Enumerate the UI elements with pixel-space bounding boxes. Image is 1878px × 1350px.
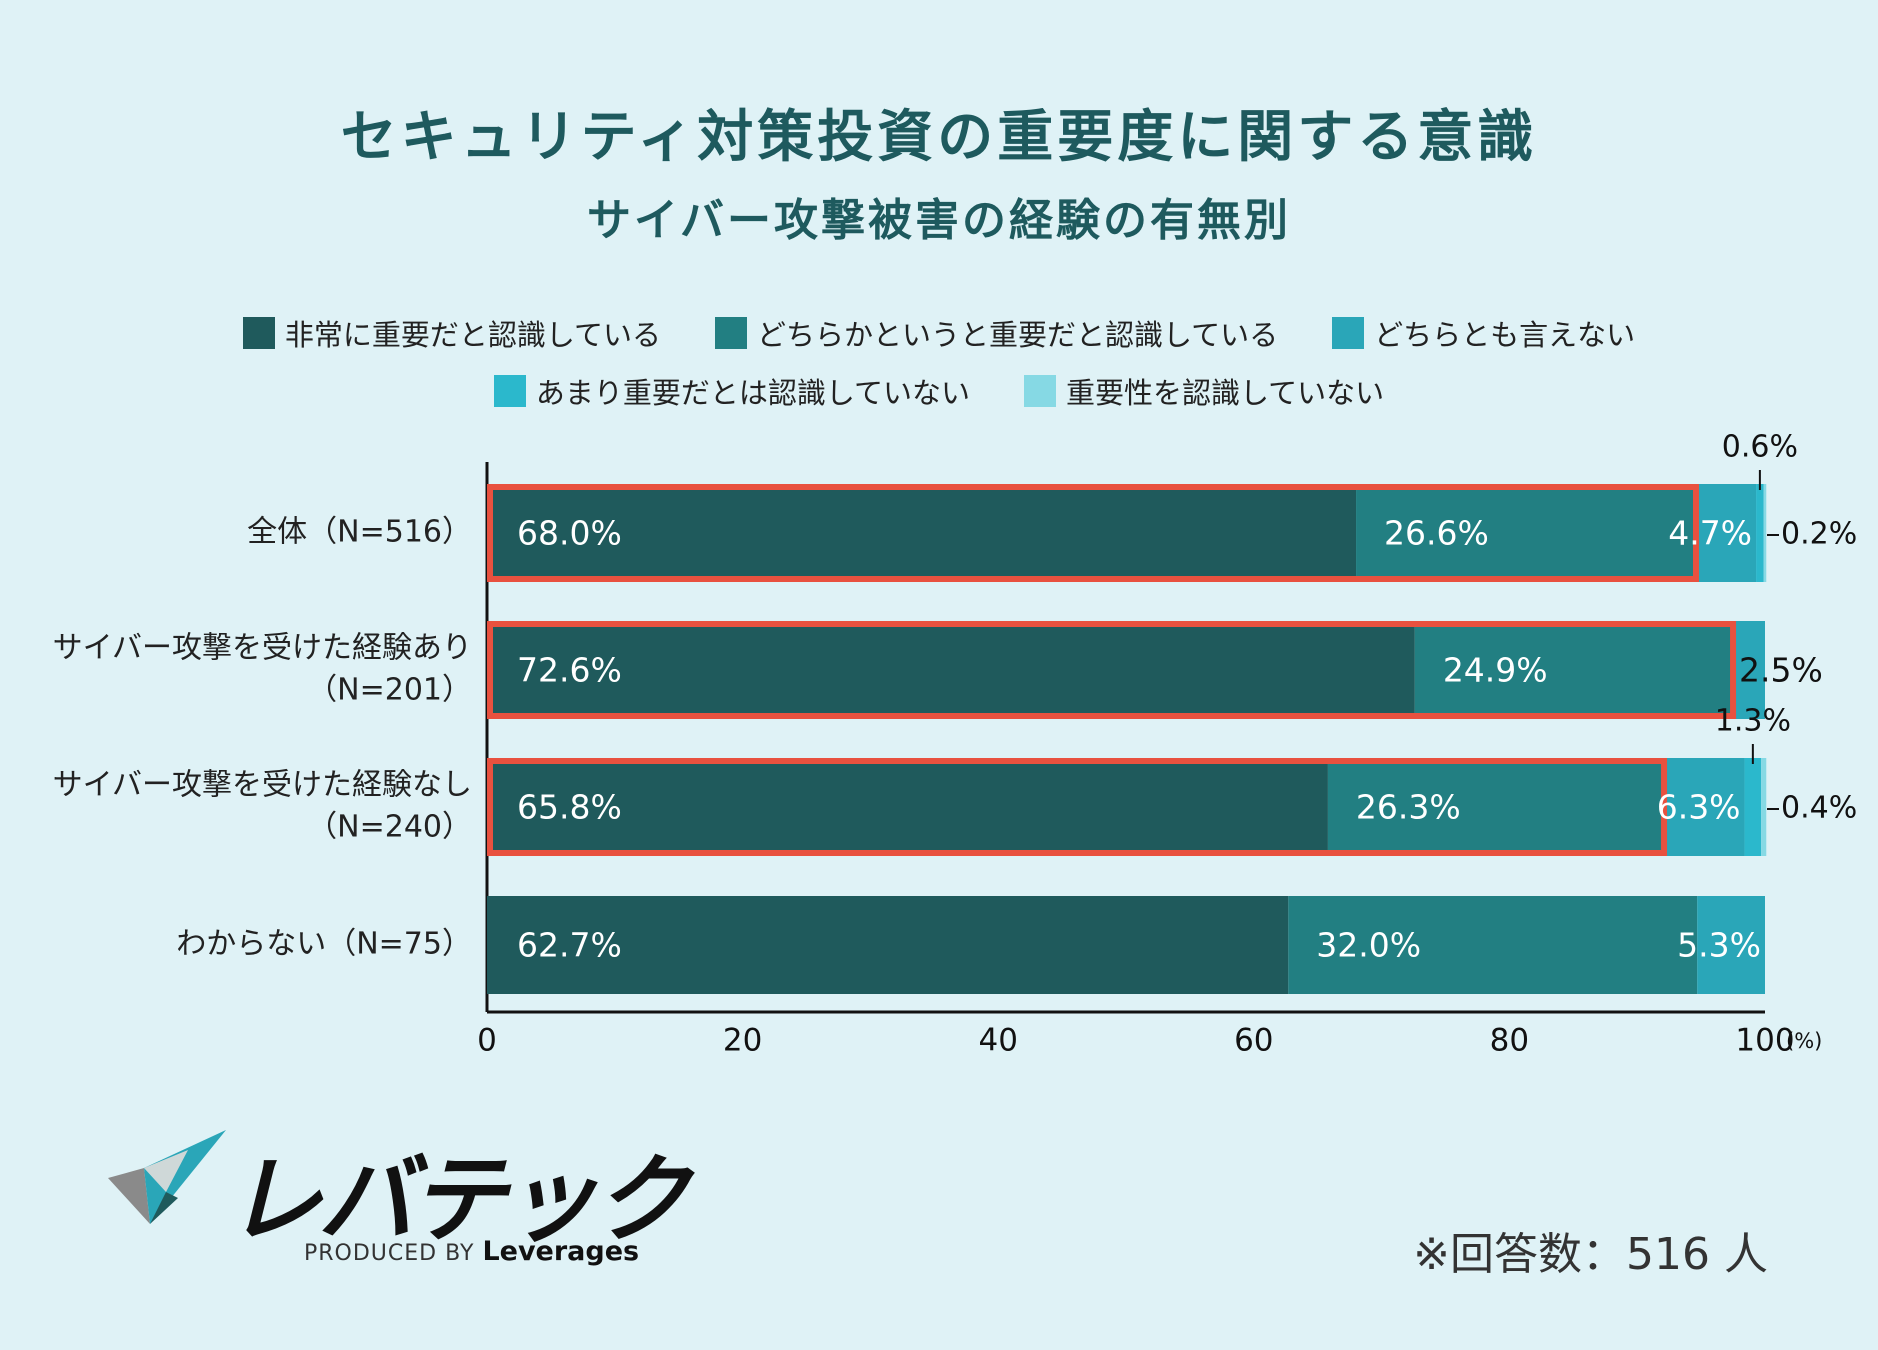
bar-segment — [1327, 758, 1665, 856]
x-tick-label: 40 — [978, 1023, 1017, 1059]
x-axis-unit: (%) — [1786, 1029, 1822, 1053]
legend-item: あまり重要だとは認識していない — [493, 370, 970, 412]
data-label: 62.7% — [517, 926, 622, 965]
data-label: 32.0% — [1316, 926, 1421, 965]
category-label: サイバー攻撃を受けた経験あり — [53, 631, 472, 666]
data-label: 1.3% — [1715, 704, 1791, 739]
data-label: 6.3% — [1657, 788, 1741, 827]
legend-row-1: 非常に重要だと認識している どちらかというと重要だと認識している どちらとも言え… — [0, 312, 1878, 354]
legend-label: どちらかというと重要だと認識している — [756, 318, 1279, 352]
company-logo: レバテック PRODUCED BY Leverages — [108, 1128, 690, 1268]
logo-wordmark: レバテック — [226, 1144, 690, 1256]
category-label: （N=201） — [307, 673, 472, 708]
company-name: Leverages — [482, 1236, 640, 1267]
data-label: 5.3% — [1677, 926, 1761, 965]
highlight-box — [487, 484, 1699, 582]
bar-segment — [487, 758, 1328, 856]
bar-segment — [487, 621, 1415, 719]
footnote: ※回答数：516 人 — [1413, 1229, 1768, 1280]
data-label: 26.6% — [1384, 514, 1489, 553]
data-label: 0.2% — [1781, 517, 1857, 552]
data-label: 26.3% — [1356, 788, 1461, 827]
category-label: 全体（N=516） — [247, 515, 472, 550]
x-tick-label: 80 — [1490, 1023, 1529, 1059]
bar-segment — [487, 896, 1289, 994]
bar-segment — [1761, 758, 1767, 856]
bar-segment — [1356, 484, 1696, 582]
legend-item: 非常に重要だと認識している — [242, 312, 661, 354]
category-label: （N=240） — [307, 810, 472, 845]
x-tick-label: 20 — [723, 1023, 762, 1059]
bar-segment — [1695, 484, 1757, 582]
legend-label: どちらとも言えない — [1374, 318, 1636, 352]
highlight-box — [487, 621, 1737, 719]
data-label: 65.8% — [517, 788, 622, 827]
bar-segment — [487, 484, 1357, 582]
bar-segment — [1288, 896, 1698, 994]
legend-swatch — [714, 317, 747, 349]
highlight-box — [487, 758, 1668, 856]
logo-tagline: PRODUCED BY Leverages — [304, 1236, 639, 1267]
legend-swatch — [242, 317, 275, 349]
produced-by-text: PRODUCED BY — [304, 1241, 475, 1266]
data-label: 2.5% — [1739, 651, 1823, 690]
x-tick-label: 100 — [1735, 1023, 1794, 1059]
bar-segment — [1744, 758, 1762, 856]
bar-segment — [1733, 621, 1765, 719]
legend-swatch — [493, 375, 526, 407]
bar-segment — [1697, 896, 1765, 994]
bar-segment — [1664, 758, 1745, 856]
legend-label: あまり重要だとは認識していない — [535, 376, 970, 410]
legend-label: 非常に重要だと認識している — [284, 318, 661, 352]
logo-mark-icon — [108, 1130, 226, 1224]
data-label: 0.6% — [1722, 430, 1798, 465]
data-label: 24.9% — [1443, 651, 1548, 690]
bar-segment — [1414, 621, 1734, 719]
category-label: サイバー攻撃を受けた経験なし — [53, 768, 472, 803]
legend-item: どちらとも言えない — [1332, 312, 1635, 354]
x-tick-label: 0 — [477, 1023, 497, 1059]
legend-row-2: あまり重要だとは認識していない 重要性を認識していない — [0, 370, 1878, 412]
chart-subtitle: サイバー攻撃被害の経験の有無別 — [586, 195, 1292, 246]
category-label: わからない（N=75） — [176, 927, 472, 962]
data-label: 68.0% — [517, 514, 622, 553]
chart-title: セキュリティ対策投資の重要度に関する意識 — [340, 105, 1538, 170]
legend-item: どちらかというと重要だと認識している — [714, 312, 1279, 354]
legend-label: 重要性を認識していない — [1066, 376, 1385, 410]
bar-segment — [1756, 484, 1764, 582]
data-label: 72.6% — [517, 651, 622, 690]
legend-item: 重要性を認識していない — [1024, 370, 1384, 412]
bar-segment — [1763, 484, 1767, 582]
legend-swatch — [1024, 375, 1056, 407]
data-label: 0.4% — [1781, 791, 1857, 826]
legend-swatch — [1332, 317, 1365, 349]
data-label: 4.7% — [1668, 514, 1752, 553]
x-tick-label: 60 — [1234, 1023, 1273, 1059]
